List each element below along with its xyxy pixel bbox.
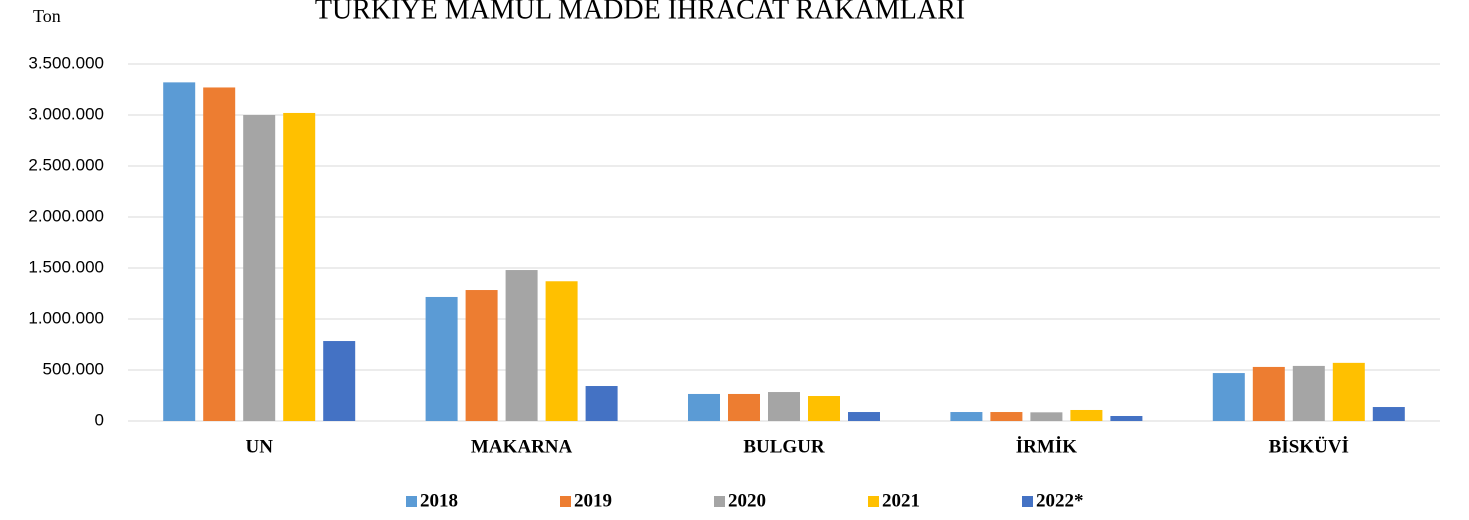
y-tick-label: 1.000.000 (28, 308, 104, 327)
x-tick-label: MAKARNA (471, 436, 573, 457)
legend-label: 2019 (574, 490, 612, 511)
bar (1212, 373, 1245, 421)
bar (283, 112, 316, 422)
bar (990, 412, 1023, 421)
bar (425, 296, 458, 421)
bar (848, 412, 880, 421)
legend-swatch (406, 496, 417, 507)
bar (808, 396, 840, 421)
y-tick-label: 500.000 (43, 359, 104, 378)
legend-swatch (560, 496, 571, 507)
legend-swatch (1022, 496, 1033, 507)
y-tick-label: 0 (95, 410, 104, 429)
bar (688, 393, 720, 421)
y-tick-label: 3.500.000 (28, 53, 104, 72)
bar (465, 290, 498, 421)
legend-swatch (868, 496, 879, 507)
x-tick-label: BİSKÜVİ (1269, 436, 1349, 457)
bar (1292, 365, 1325, 421)
bar (768, 392, 800, 421)
x-tick-label: BULGUR (743, 436, 825, 457)
legend-label: 2021 (882, 490, 920, 511)
bar (1332, 362, 1365, 421)
chart-title: TÜRKİYE MAMUL MADDE İHRACAT RAKAMLARI (315, 0, 965, 25)
legend-label: 2022* (1036, 490, 1084, 511)
bar (243, 115, 276, 421)
x-tick-label: İRMİK (1016, 436, 1077, 457)
bar (1030, 412, 1063, 421)
y-tick-label: 2.500.000 (28, 155, 104, 174)
bar (203, 87, 236, 422)
bar (950, 412, 983, 421)
bar (585, 386, 618, 421)
y-tick-label: 2.000.000 (28, 206, 104, 225)
bar (545, 281, 578, 421)
legend-label: 2018 (420, 490, 458, 511)
bar (505, 270, 538, 421)
bar (1252, 366, 1285, 421)
bar (1070, 409, 1103, 421)
bar (728, 393, 760, 421)
y-axis-label: Ton (33, 6, 61, 26)
bar (1372, 407, 1405, 421)
legend-label: 2020 (728, 490, 766, 511)
x-tick-label: UN (245, 436, 273, 457)
y-tick-label: 3.000.000 (28, 104, 104, 123)
bar (163, 82, 196, 422)
y-tick-label: 1.500.000 (28, 257, 104, 276)
bar (323, 341, 356, 421)
bar (1110, 416, 1143, 421)
legend-swatch (714, 496, 725, 507)
